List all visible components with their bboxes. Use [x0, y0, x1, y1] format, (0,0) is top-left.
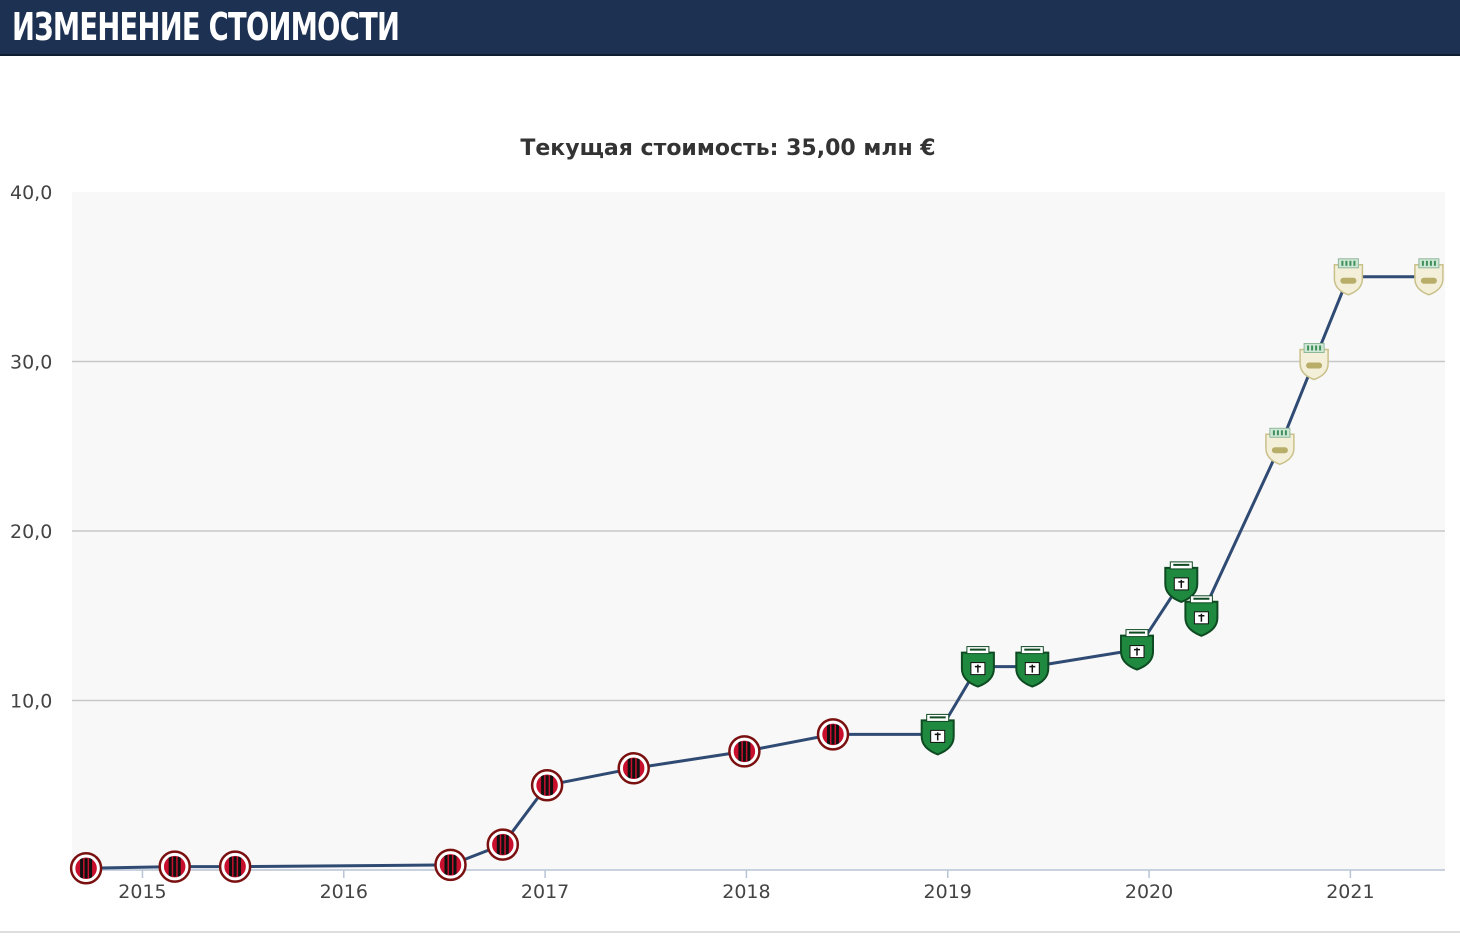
data-point-milan-crest[interactable]	[728, 735, 761, 768]
x-tick-label: 2021	[1326, 881, 1374, 903]
data-point-milan-crest[interactable]	[69, 852, 103, 885]
data-point-milan-crest[interactable]	[158, 850, 191, 883]
y-tick-label: 40,0	[10, 182, 52, 204]
data-point-milan-crest[interactable]	[617, 752, 650, 785]
chart-title: Текущая стоимость: 35,00 млн €	[520, 136, 935, 161]
data-point-sassuolo_third-crest[interactable]	[1333, 258, 1364, 296]
y-tick-label: 10,0	[10, 691, 52, 713]
x-tick-label: 2019	[924, 881, 972, 903]
y-tick-label: 30,0	[10, 352, 52, 374]
data-point-sassuolo_third-crest[interactable]	[1265, 427, 1295, 466]
data-point-sassuolo-crest[interactable]	[1164, 561, 1199, 603]
x-axis: 2015 2016 2017 2018 2019 2020 2021	[72, 869, 1445, 903]
section-title: ИЗМЕНЕНИЕ СТОИМОСТИ	[12, 5, 400, 49]
data-markers	[69, 258, 1444, 885]
data-point-milan-crest[interactable]	[816, 718, 850, 751]
x-tick-label: 2018	[722, 881, 770, 903]
data-point-milan-crest[interactable]	[434, 848, 467, 882]
data-point-sassuolo-crest[interactable]	[1015, 646, 1050, 688]
data-point-milan-crest[interactable]	[486, 828, 520, 861]
x-tick-label: 2017	[521, 881, 569, 903]
y-tick-label: 20,0	[10, 521, 52, 543]
data-point-sassuolo-crest[interactable]	[1184, 595, 1219, 637]
data-point-milan-crest[interactable]	[218, 850, 252, 883]
data-point-sassuolo_third-crest[interactable]	[1299, 343, 1329, 381]
data-point-milan-crest[interactable]	[530, 769, 564, 802]
bottom-divider	[0, 931, 1460, 933]
header-bar: ИЗМЕНЕНИЕ СТОИМОСТИ	[0, 0, 1460, 56]
x-tick-label: 2020	[1125, 881, 1173, 903]
grid-lines	[72, 360, 1445, 702]
x-tick-label: 2015	[118, 881, 166, 903]
data-point-sassuolo-crest[interactable]	[920, 713, 955, 756]
data-point-sassuolo-crest[interactable]	[1120, 629, 1154, 671]
data-point-sassuolo_third-crest[interactable]	[1414, 258, 1444, 296]
x-tick-label: 2016	[320, 881, 368, 903]
data-point-sassuolo-crest[interactable]	[960, 646, 995, 688]
y-axis: 10,0 20,0 30,0 40,0	[10, 182, 52, 713]
